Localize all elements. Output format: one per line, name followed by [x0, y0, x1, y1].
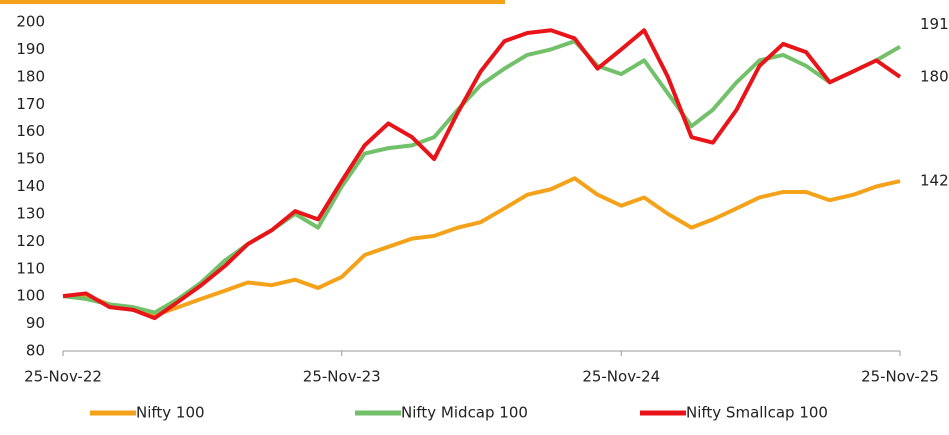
- legend-label: Nifty Midcap 100: [401, 404, 528, 422]
- header-bar: [0, 0, 505, 4]
- y-tick-label: 160: [16, 122, 45, 140]
- series-line: [62, 28, 902, 321]
- end-label: 191: [920, 15, 949, 33]
- y-tick-label: 150: [16, 150, 45, 168]
- end-label: 180: [920, 67, 949, 85]
- y-tick-label: 140: [16, 177, 45, 195]
- x-tick-label: 25-Nov-24: [582, 368, 660, 386]
- y-tick-label: 180: [16, 67, 45, 85]
- legend-label: Nifty Smallcap 100: [686, 404, 828, 422]
- series-line: [62, 39, 902, 315]
- legend-label: Nifty 100: [136, 404, 205, 422]
- x-tick-label: 25-Nov-23: [303, 368, 381, 386]
- x-tick-label: 25-Nov-22: [24, 368, 102, 386]
- y-tick-label: 80: [26, 342, 45, 360]
- end-label: 142: [920, 172, 949, 190]
- y-tick-label: 100: [16, 287, 45, 305]
- y-tick-label: 130: [16, 204, 45, 222]
- y-tick-label: 200: [16, 13, 45, 31]
- x-tick-label: 25-Nov-25: [861, 368, 939, 386]
- y-tick-label: 170: [16, 95, 45, 113]
- series-line: [63, 176, 901, 318]
- y-tick-label: 110: [16, 259, 45, 277]
- y-tick-label: 120: [16, 232, 45, 250]
- y-tick-label: 190: [16, 40, 45, 58]
- y-tick-label: 90: [26, 314, 45, 332]
